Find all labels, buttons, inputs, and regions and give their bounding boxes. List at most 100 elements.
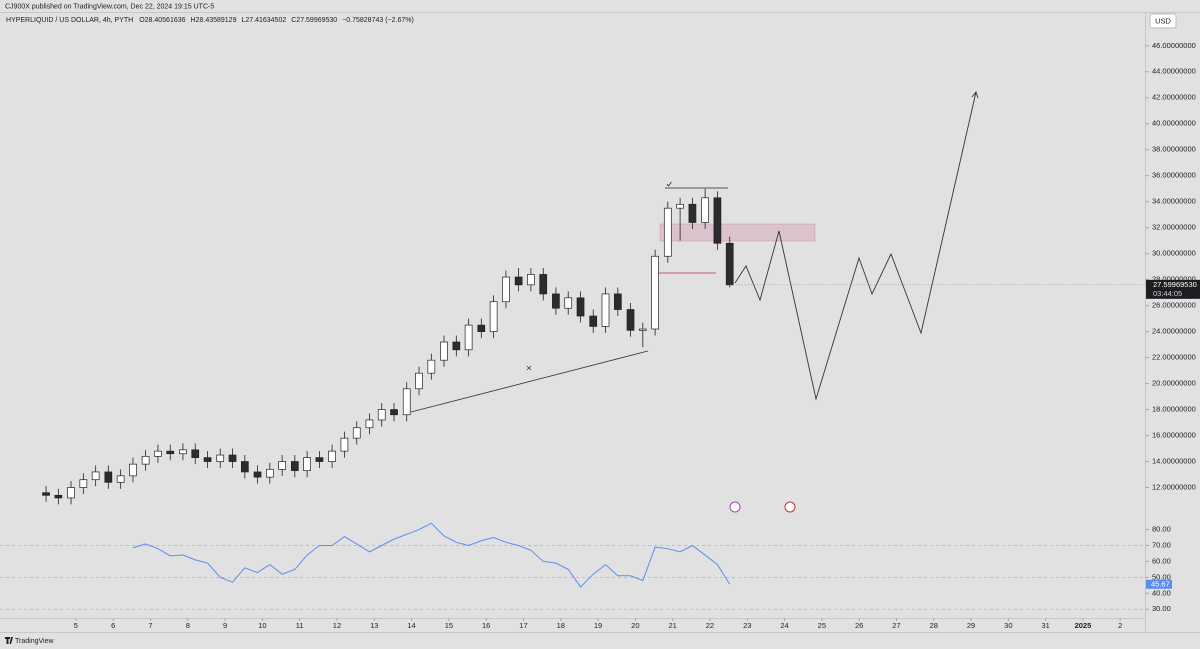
projection-path (734, 91, 977, 401)
candle-body (116, 475, 125, 483)
y-tick-label: 26.00000000 (1152, 301, 1196, 310)
event-icon[interactable] (784, 501, 796, 513)
candle-body (440, 341, 448, 361)
x-tick-label: 11 (296, 621, 304, 630)
candle-body (701, 197, 709, 223)
x-tick-label: 15 (445, 621, 453, 630)
candle-body (663, 207, 672, 257)
candle-body (539, 274, 548, 295)
y-tick-label: 38.00000000 (1152, 145, 1196, 154)
y-tick-label: 12.00000000 (1152, 483, 1196, 492)
x-tick-label: 13 (370, 621, 378, 630)
candle-body (166, 450, 175, 455)
brand: TradingView (15, 638, 54, 645)
candle-body (601, 293, 610, 327)
candle-body (427, 359, 436, 374)
candle-body (377, 409, 386, 421)
zone-box (659, 223, 816, 242)
candle-body (564, 297, 573, 309)
y-tick-label: 80.00 (1152, 525, 1171, 534)
y-tick-label: 24.00000000 (1152, 327, 1196, 336)
symbol-title: HYPERLIQUID / US DOLLAR, 4h, PYTH (6, 17, 133, 24)
candle-body (179, 449, 187, 455)
y-tick-label: 40.00000000 (1152, 119, 1196, 128)
x-tick-label: 16 (482, 621, 490, 630)
x-tick-label: 17 (519, 621, 527, 630)
y-tick-label: 40.00 (1152, 588, 1171, 597)
rsi-line (132, 522, 731, 588)
x-tick-label: 21 (668, 621, 676, 630)
x-tick-label: 10 (258, 621, 266, 630)
ohlc-legend: O28.40561636 (139, 17, 185, 24)
candle-body (253, 471, 262, 478)
y-tick-label: 28.00000000 (1152, 275, 1196, 284)
ohlc-legend: L27.41634502 (241, 17, 286, 24)
candle-body (278, 461, 286, 470)
candle-body (129, 463, 137, 477)
y-tick-label: 46.00000000 (1152, 41, 1196, 50)
candle-body (154, 450, 162, 457)
y-tick-label: 18.00000000 (1152, 405, 1196, 414)
candle-body (676, 203, 684, 209)
candle-body (365, 419, 374, 429)
candle-body (216, 454, 225, 462)
event-icon[interactable] (729, 501, 741, 513)
rsi-badge (1146, 579, 1172, 589)
currency-box[interactable] (1149, 13, 1177, 29)
candle-body (141, 455, 150, 465)
projection-arrow (971, 91, 979, 99)
x-tick-label: 23 (743, 621, 751, 630)
x-tick-label: 2025 (1075, 621, 1092, 630)
candle-body (489, 301, 498, 332)
candle-body (79, 479, 88, 488)
y-tick-label: 22.00000000 (1152, 353, 1196, 362)
candle-body (315, 457, 324, 462)
y-tick-label: 60.00 (1152, 556, 1171, 565)
candle-body (415, 372, 423, 390)
y-tick-label: 44.00000000 (1152, 67, 1196, 76)
candle-body (191, 449, 200, 458)
x-tick-label: 8 (186, 621, 190, 630)
candle-body (713, 197, 722, 244)
candle-body (390, 409, 398, 416)
y-tick-label: 50.00 (1152, 572, 1171, 581)
ohlc-legend: −0.75828743 (−2.67%) (342, 17, 414, 24)
candle-body (67, 487, 75, 499)
y-tick-label: 70.00 (1152, 540, 1171, 549)
countdown: 03:44:05 (1153, 289, 1182, 298)
candle-body (452, 341, 461, 351)
last-price: 27.59969530 (1153, 280, 1197, 289)
candle-body (54, 494, 63, 499)
candle-body (352, 427, 361, 439)
trend-line (410, 350, 649, 413)
y-tick-label: 20.00000000 (1152, 379, 1196, 388)
publisher: CJ900X published on TradingView.com, Dec… (5, 3, 214, 10)
y-tick-label: 30.00 (1152, 604, 1171, 613)
y-tick-label: 16.00000000 (1152, 431, 1196, 440)
x-tick-label: 14 (407, 621, 415, 630)
y-tick-label: 30.00000000 (1152, 249, 1196, 258)
candle-body (725, 242, 734, 286)
y-tick-label: 32.00000000 (1152, 223, 1196, 232)
candle-body (328, 450, 336, 462)
candle-body (613, 293, 622, 310)
candle-body (203, 457, 212, 462)
candle-body (340, 437, 349, 452)
currency[interactable]: USD (1155, 16, 1171, 25)
x-tick-label: 28 (930, 621, 938, 630)
candle-body (104, 471, 113, 483)
rsi-last-value: 45.67 (1151, 579, 1170, 588)
candle-body (527, 274, 535, 286)
footer-logo: TradingView (5, 637, 54, 645)
x-tick-label: 26 (855, 621, 863, 630)
candle-body (402, 388, 411, 416)
candle-body (651, 255, 659, 330)
ohlc-legend: H28.43589129 (191, 17, 237, 24)
candle-body (688, 203, 697, 223)
x-tick-label: 22 (706, 621, 714, 630)
check-marker (666, 181, 672, 187)
drawings (410, 91, 979, 513)
candle-body (464, 324, 473, 351)
